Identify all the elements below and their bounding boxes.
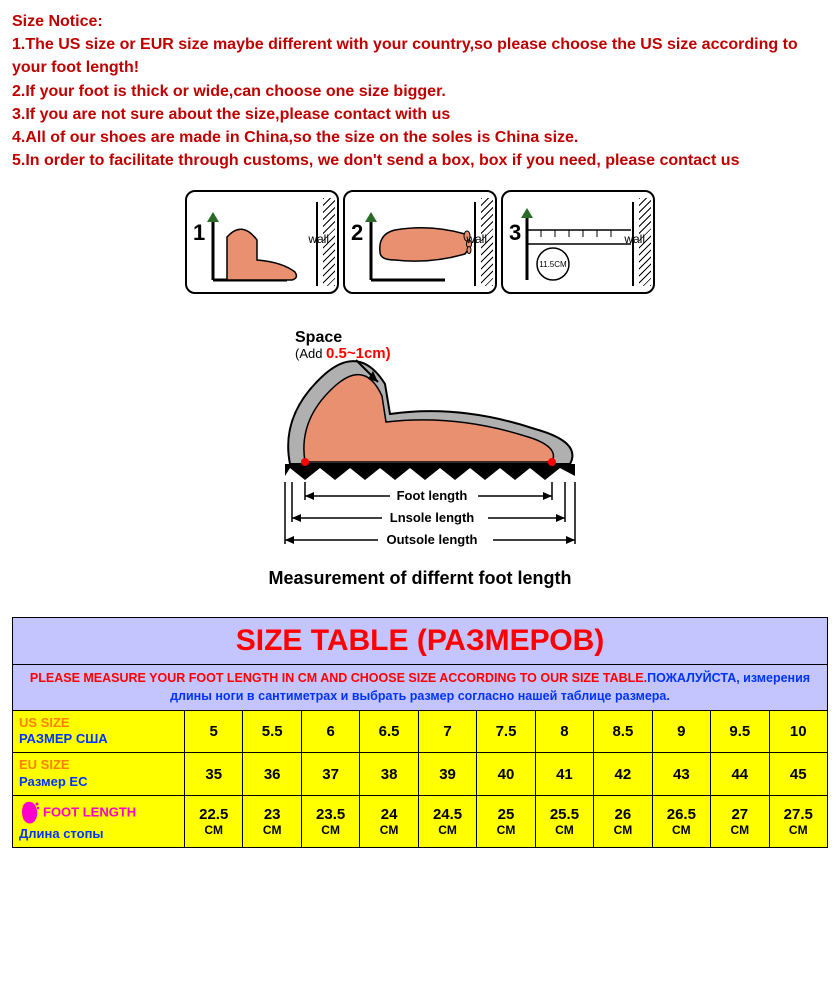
size-table-container: SIZE TABLE (РАЗМЕРОВ) PLEASE MEASURE YOU…: [0, 609, 840, 864]
eu-cell: 35: [185, 753, 243, 796]
diagram-steps: 1 wall 2: [183, 190, 657, 294]
eu-cell: 38: [360, 753, 418, 796]
step-1-box: 1 wall: [185, 190, 339, 294]
us-cell: 10: [769, 710, 827, 753]
eu-cell: 37: [301, 753, 359, 796]
wall-label: wall: [624, 232, 645, 246]
us-cell: 7: [418, 710, 476, 753]
fl-cell: 25.5CM: [535, 796, 593, 848]
fl-cell: 23CM: [243, 796, 301, 848]
fl-cell: 23.5CM: [301, 796, 359, 848]
us-cell: 6: [301, 710, 359, 753]
notice-item: 5.In order to facilitate through customs…: [12, 149, 828, 172]
us-cell: 5: [185, 710, 243, 753]
notice-item: 4.All of our shoes are made in China,so …: [12, 126, 828, 149]
measurement-diagram: 1 wall 2: [0, 180, 840, 609]
eu-size-row: EU SIZE Размер ЕС 35 36 37 38 39 40 41 42…: [13, 753, 828, 796]
us-cell: 7.5: [477, 710, 535, 753]
step-number: 3: [509, 220, 521, 246]
fl-cell: 24.5CM: [418, 796, 476, 848]
shoe-diagram: Space (Add 0.5~1cm) Foot length Lnsole l…: [210, 304, 630, 564]
svg-text:Foot length: Foot length: [397, 488, 468, 503]
step-3-box: 3 11.5CM wall: [501, 190, 655, 294]
us-cell: 9: [652, 710, 710, 753]
us-cell: 8: [535, 710, 593, 753]
size-notice: Size Notice: 1.The US size or EUR size m…: [0, 0, 840, 180]
eu-cell: 39: [418, 753, 476, 796]
fl-label-en: FOOT LENGTH: [43, 805, 136, 820]
eu-cell: 40: [477, 753, 535, 796]
us-size-row: US SIZEРАЗМЕР США 5 5.5 6 6.5 7 7.5 8 8.…: [13, 710, 828, 753]
table-instructions: PLEASE MEASURE YOUR FOOT LENGTH IN CM AN…: [13, 665, 828, 710]
eu-cell: 45: [769, 753, 827, 796]
svg-text:Lnsole length: Lnsole length: [390, 510, 475, 525]
notice-item: 2.If your foot is thick or wide,can choo…: [12, 80, 828, 103]
step-number: 2: [351, 220, 363, 246]
notice-item: 1.The US size or EUR size maybe differen…: [12, 33, 828, 79]
step3-value: 11.5CM: [539, 260, 567, 269]
wall-label: wall: [308, 232, 329, 246]
foot-icon: [19, 800, 41, 826]
eu-cell: 43: [652, 753, 710, 796]
notice-item: 3.If you are not sure about the size,ple…: [12, 103, 828, 126]
us-cell: 9.5: [711, 710, 769, 753]
fl-cell: 22.5CM: [185, 796, 243, 848]
us-cell: 8.5: [594, 710, 652, 753]
fl-label-ru: Длина стопы: [19, 826, 104, 841]
wall-label: wall: [466, 232, 487, 246]
eu-cell: 42: [594, 753, 652, 796]
eu-label-en: EU SIZE: [19, 757, 70, 772]
step-number: 1: [193, 220, 205, 246]
us-label-en: US SIZE: [19, 715, 70, 730]
diagram-caption: Measurement of differnt foot length: [0, 568, 840, 589]
notice-heading: Size Notice:: [12, 10, 828, 33]
eu-cell: 36: [243, 753, 301, 796]
step-2-box: 2 wall: [343, 190, 497, 294]
table-title: SIZE TABLE (РАЗМЕРОВ): [13, 618, 828, 665]
svg-text:Space: Space: [295, 329, 342, 346]
size-table: SIZE TABLE (РАЗМЕРОВ) PLEASE MEASURE YOU…: [12, 617, 828, 848]
foot-length-row: FOOT LENGTH Длина стопы 22.5CM 23CM 23.5C…: [13, 796, 828, 848]
fl-cell: 26.5CM: [652, 796, 710, 848]
svg-text:Outsole length: Outsole length: [387, 532, 478, 547]
us-cell: 5.5: [243, 710, 301, 753]
instr-english: PLEASE MEASURE YOUR FOOT LENGTH IN CM AN…: [30, 671, 647, 685]
svg-text:0.5~1cm): 0.5~1cm): [326, 345, 391, 362]
eu-cell: 44: [711, 753, 769, 796]
eu-cell: 41: [535, 753, 593, 796]
us-cell: 6.5: [360, 710, 418, 753]
fl-cell: 24CM: [360, 796, 418, 848]
fl-cell: 25CM: [477, 796, 535, 848]
fl-cell: 26CM: [594, 796, 652, 848]
fl-cell: 27.5CM: [769, 796, 827, 848]
us-label-ru: РАЗМЕР США: [19, 731, 108, 746]
svg-text:(Add: (Add: [295, 346, 322, 361]
fl-cell: 27CM: [711, 796, 769, 848]
eu-label-ru: Размер ЕС: [19, 774, 88, 789]
